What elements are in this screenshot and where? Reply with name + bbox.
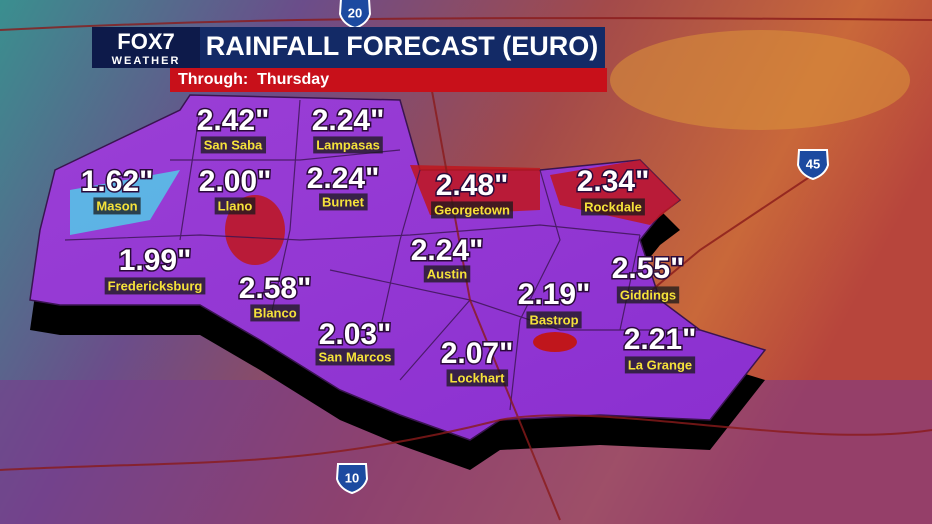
label-bg	[446, 369, 509, 387]
label-bg	[526, 311, 582, 329]
county-lines	[64, 99, 700, 411]
shield-shape	[335, 463, 369, 495]
location-name: La Grange	[628, 357, 692, 372]
rain-amount: 1.99"	[119, 244, 192, 277]
location-name: San Marcos	[319, 349, 392, 364]
rain-amount: 2.34"	[577, 165, 650, 198]
rain-amount: 1.62"	[81, 165, 154, 198]
highway-number: 20	[348, 5, 362, 20]
rain-amount: 2.48"	[436, 169, 509, 202]
logo-sub: WEATHER	[112, 55, 181, 67]
location-name: Burnet	[322, 194, 365, 209]
label-bg	[319, 193, 368, 211]
rain-amount: 2.55"	[612, 252, 685, 285]
rain-amount: 2.24"	[312, 104, 385, 137]
location-name: Lockhart	[450, 370, 506, 385]
label-bg	[200, 136, 267, 154]
rain-amount: 2.07"	[441, 337, 514, 370]
label-bg	[93, 197, 141, 215]
label-bg	[616, 286, 680, 304]
location-name: Mason	[96, 198, 137, 213]
label-bg	[624, 356, 696, 374]
location-name: Rockdale	[584, 199, 642, 214]
label-bg	[431, 201, 513, 219]
label-bg	[313, 136, 383, 154]
rain-amount: 2.00"	[199, 165, 272, 198]
label-bg	[581, 198, 645, 216]
label-bg	[214, 197, 256, 215]
label-bg	[423, 265, 471, 283]
rain-amount: 2.42"	[197, 104, 270, 137]
rain-amount: 2.24"	[411, 234, 484, 267]
logo: FOX7	[117, 29, 174, 54]
location-name: Giddings	[620, 287, 676, 302]
location-name: Llano	[218, 198, 253, 213]
highway-number: 45	[806, 156, 820, 171]
location-name: Georgetown	[434, 202, 510, 217]
location-name: Lampasas	[316, 137, 380, 152]
location-name: Bastrop	[529, 312, 578, 327]
label-bg	[104, 277, 206, 295]
highway-shields: 20 45 10	[335, 0, 830, 495]
title: RAINFALL FORECAST (EURO)	[206, 31, 599, 61]
title-bar	[200, 27, 605, 68]
subtitle: Through: Thursday	[178, 71, 329, 88]
rain-amount: 2.19"	[518, 278, 591, 311]
location-name: Fredericksburg	[108, 278, 203, 293]
location-name: Blanco	[253, 305, 296, 320]
rain-area	[533, 332, 577, 352]
rain-amount: 2.03"	[319, 318, 392, 351]
location-name: Austin	[427, 266, 468, 281]
label-bg	[315, 348, 395, 366]
rain-amount: 2.21"	[624, 323, 697, 356]
rain-amount: 2.58"	[239, 272, 312, 305]
location-name: San Saba	[204, 137, 263, 152]
locations: 2.42"San Saba2.24"Lampasas1.62"Mason2.00…	[79, 102, 698, 387]
rain-area	[610, 30, 910, 130]
subtitle-bar	[170, 68, 607, 92]
logo-box	[92, 27, 200, 68]
rain-amount: 2.24"	[307, 162, 380, 195]
shield-shape	[796, 149, 830, 181]
label-bg	[250, 304, 300, 322]
highway-number: 10	[345, 470, 359, 485]
